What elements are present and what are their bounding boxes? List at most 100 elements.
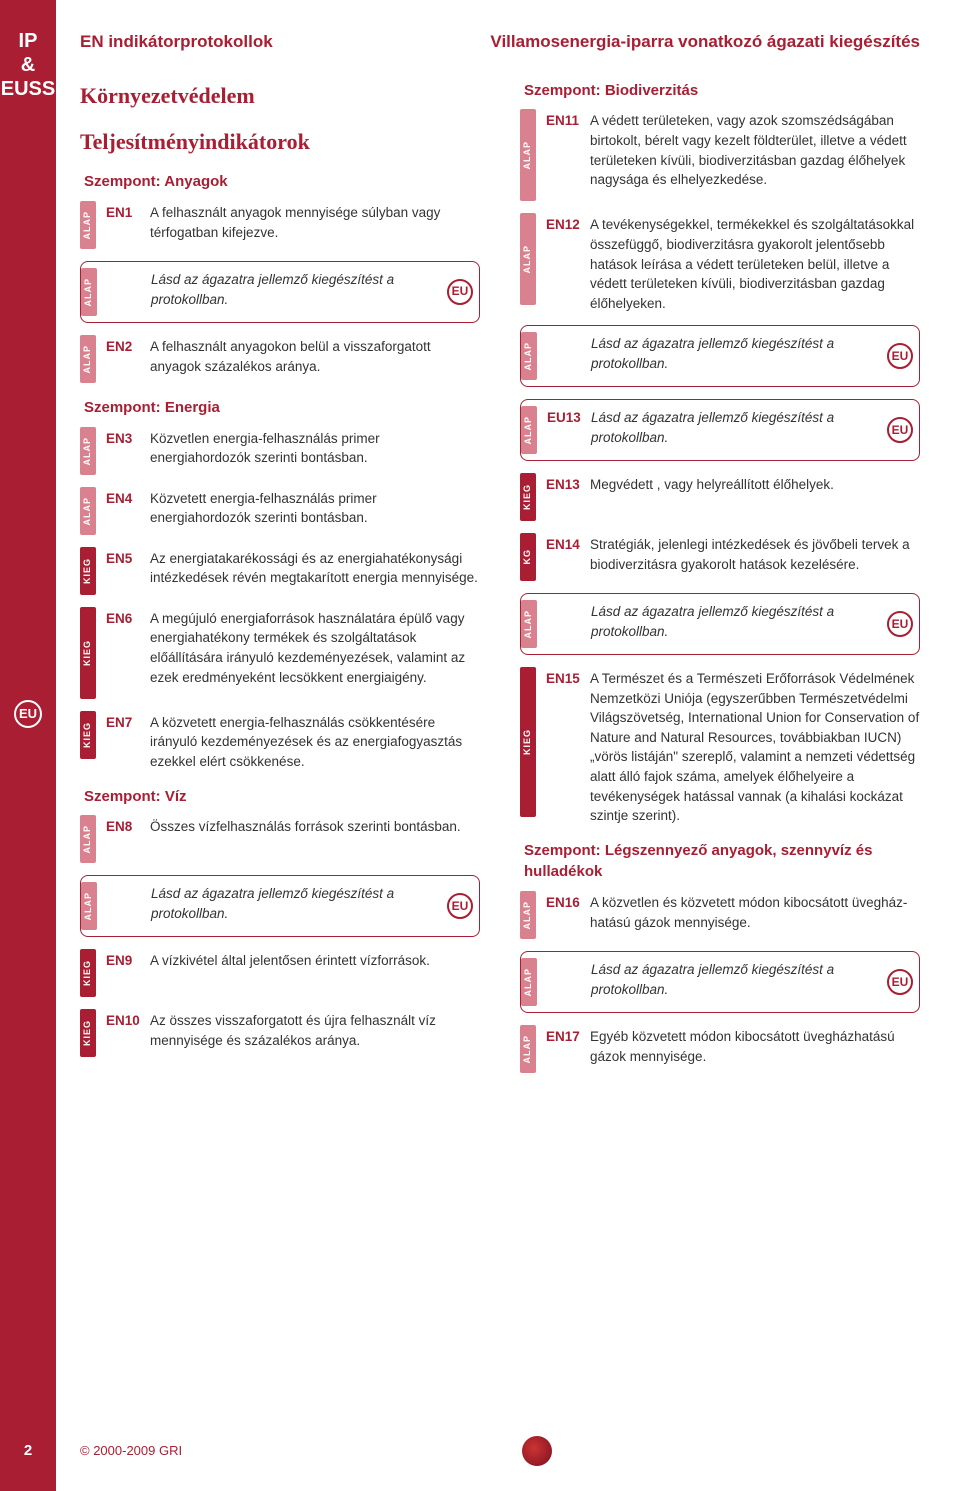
eu-badge: EU xyxy=(887,611,913,637)
tag-kg: KG xyxy=(520,533,536,581)
see-sector-5: Lásd az ágazatra jellemző kiegészítést a… xyxy=(591,960,881,999)
bracket-en1-sector: ALAP Lásd az ágazatra jellemző kiegészít… xyxy=(80,261,480,323)
side-amp: & xyxy=(0,54,56,76)
code-en5: EN5 xyxy=(106,549,142,588)
desc-en9: A vízkivétel által jelentősen érintett v… xyxy=(150,951,430,971)
aspect-anyagok: Szempont: Anyagok xyxy=(84,171,480,193)
tag-kieg: KIEG xyxy=(80,1009,96,1057)
see-sector-eu13: Lásd az ágazatra jellemző kiegészítést a… xyxy=(591,408,881,447)
desc-en17: Egyéb közvetett módon kibocsátott üveghá… xyxy=(590,1027,920,1066)
desc-en1: A felhasznált anyagok mennyisége súlyban… xyxy=(150,203,480,242)
bracket-eu13: ALAP EU13 Lásd az ágazatra jellemző kieg… xyxy=(520,399,920,461)
code-en14: EN14 xyxy=(546,535,582,574)
code-en8: EN8 xyxy=(106,817,142,837)
item-en10: KIEG EN10 Az összes visszaforgatott és ú… xyxy=(80,1009,480,1057)
tag-alap: ALAP xyxy=(80,335,96,383)
desc-en12: A tevékenységekkel, termékekkel és szolg… xyxy=(590,215,920,313)
desc-en7: A közvetett energia-felhasználás csökken… xyxy=(150,713,480,772)
tag-kieg: KIEG xyxy=(520,473,536,521)
copyright: © 2000-2009 GRI xyxy=(80,1442,182,1461)
see-sector-4: Lásd az ágazatra jellemző kiegészítést a… xyxy=(591,602,881,641)
desc-en16: A közvetlen és közvetett módon kibocsáto… xyxy=(590,893,920,932)
item-en17: ALAP EN17 Egyéb közvetett módon kibocsát… xyxy=(520,1025,920,1073)
desc-en2: A felhasznált anyagokon belül a visszafo… xyxy=(150,337,480,376)
title-teljesitmeny: Teljesítményindikátorok xyxy=(80,126,480,158)
desc-en13: Megvédett , vagy helyreállított élőhelye… xyxy=(590,475,834,495)
item-en4: ALAP EN4 Közvetett energia-felhasználás … xyxy=(80,487,480,535)
aspect-viz: Szempont: Víz xyxy=(84,786,480,808)
code-en9: EN9 xyxy=(106,951,142,971)
bracket-biodiv-sector: ALAP Lásd az ágazatra jellemző kiegészít… xyxy=(520,325,920,387)
item-en15: KIEG EN15 A Természet és a Természeti Er… xyxy=(520,667,920,826)
tag-alap: ALAP xyxy=(80,427,96,475)
tag-kieg: KIEG xyxy=(80,949,96,997)
item-en5: KIEG EN5 Az energiatakarékossági és az e… xyxy=(80,547,480,595)
aspect-biodiv: Szempont: Biodiverzitás xyxy=(524,80,920,102)
code-en17: EN17 xyxy=(546,1027,582,1066)
desc-en4: Közvetett energia-felhasználás primer en… xyxy=(150,489,480,528)
code-en2: EN2 xyxy=(106,337,142,376)
eu-badge: EU xyxy=(447,279,473,305)
left-column: Környezetvédelem Teljesítményindikátorok… xyxy=(80,80,480,1086)
tag-alap: ALAP xyxy=(521,958,537,1006)
side-eu-badge: EU xyxy=(14,700,42,728)
code-eu13: EU13 xyxy=(547,408,583,447)
tag-kieg: KIEG xyxy=(80,547,96,595)
item-en6: KIEG EN6 A megújuló energiaforrások hasz… xyxy=(80,607,480,699)
eu-badge: EU xyxy=(887,343,913,369)
tag-alap: ALAP xyxy=(81,268,97,316)
eu-badge: EU xyxy=(887,969,913,995)
see-sector-2: Lásd az ágazatra jellemző kiegészítést a… xyxy=(151,884,441,923)
tag-kieg: KIEG xyxy=(80,607,96,699)
aspect-legszenny: Szempont: Légszennyező anyagok, szennyví… xyxy=(524,840,920,884)
item-en3: ALAP EN3 Közvetlen energia-felhasználás … xyxy=(80,427,480,475)
item-en7: KIEG EN7 A közvetett energia-felhasználá… xyxy=(80,711,480,772)
page-number: 2 xyxy=(4,1434,52,1468)
tag-alap: ALAP xyxy=(80,487,96,535)
desc-en15: A Természet és a Természeti Erőforrások … xyxy=(590,669,920,826)
footer: 2 © 2000-2009 GRI xyxy=(0,1431,960,1471)
see-sector-1: Lásd az ágazatra jellemző kiegészítést a… xyxy=(151,270,441,309)
desc-en6: A megújuló energiaforrások használatára … xyxy=(150,609,480,687)
code-en11: EN11 xyxy=(546,111,582,189)
tag-alap: ALAP xyxy=(521,406,537,454)
item-en2: ALAP EN2 A felhasznált anyagokon belül a… xyxy=(80,335,480,383)
item-en16: ALAP EN16 A közvetlen és közvetett módon… xyxy=(520,891,920,939)
code-en6: EN6 xyxy=(106,609,142,687)
desc-en3: Közvetlen energia-felhasználás primer en… xyxy=(150,429,480,468)
bracket-en14-sector: ALAP Lásd az ágazatra jellemző kiegészít… xyxy=(520,593,920,655)
gri-logo-icon xyxy=(522,1436,552,1466)
desc-en11: A védett területeken, vagy azok szomszéd… xyxy=(590,111,920,189)
tag-alap: ALAP xyxy=(520,1025,536,1073)
tag-alap: ALAP xyxy=(80,815,96,863)
aspect-energia: Szempont: Energia xyxy=(84,397,480,419)
item-en12: ALAP EN12 A tevékenységekkel, termékekke… xyxy=(520,213,920,313)
right-column: Szempont: Biodiverzitás ALAP EN11 A véde… xyxy=(520,80,920,1086)
sidebar: IP & EUSS EU xyxy=(0,0,56,1491)
header-row: EN indikátorprotokollok Villamosenergia-… xyxy=(80,30,920,55)
tag-alap: ALAP xyxy=(521,600,537,648)
tag-alap: ALAP xyxy=(520,213,536,305)
side-ip: IP xyxy=(0,30,56,52)
code-en15: EN15 xyxy=(546,669,582,826)
bracket-en16-sector: ALAP Lásd az ágazatra jellemző kiegészít… xyxy=(520,951,920,1013)
item-en1: ALAP EN1 A felhasznált anyagok mennyiség… xyxy=(80,201,480,249)
tag-alap: ALAP xyxy=(520,891,536,939)
code-en12: EN12 xyxy=(546,215,582,313)
code-en1: EN1 xyxy=(106,203,142,242)
item-en13: KIEG EN13 Megvédett , vagy helyreállítot… xyxy=(520,473,920,521)
code-en7: EN7 xyxy=(106,713,142,772)
desc-en5: Az energiatakarékossági és az energiahat… xyxy=(150,549,480,588)
tag-alap: ALAP xyxy=(80,201,96,249)
tag-alap: ALAP xyxy=(520,109,536,201)
eu-badge: EU xyxy=(887,417,913,443)
code-en3: EN3 xyxy=(106,429,142,468)
desc-en10: Az összes visszaforgatott és újra felhas… xyxy=(150,1011,480,1050)
header-left: EN indikátorprotokollok xyxy=(80,30,273,55)
tag-kieg: KIEG xyxy=(520,667,536,817)
see-sector-3: Lásd az ágazatra jellemző kiegészítést a… xyxy=(591,334,881,373)
tag-alap: ALAP xyxy=(521,332,537,380)
code-en4: EN4 xyxy=(106,489,142,528)
desc-en14: Stratégiák, jelenlegi intézkedések és jö… xyxy=(590,535,920,574)
code-en10: EN10 xyxy=(106,1011,142,1050)
